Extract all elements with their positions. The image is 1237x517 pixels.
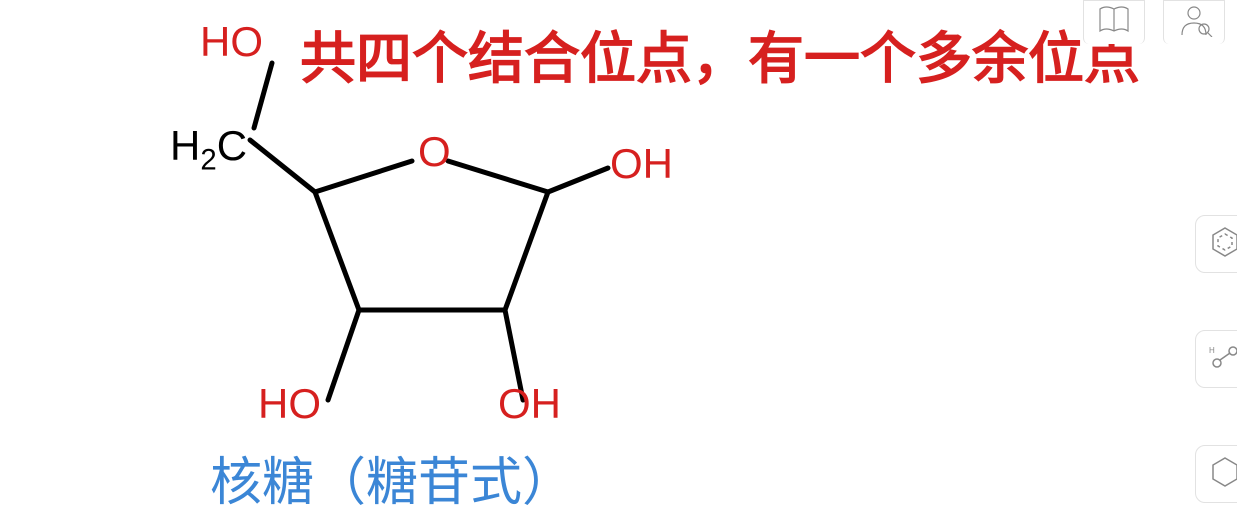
hexagon-tool-button[interactable] xyxy=(1195,445,1237,503)
atom-label-H2C: H2C xyxy=(170,122,247,177)
atom-label-HO_bl: HO xyxy=(258,380,321,428)
benzene-partial-tool-button[interactable] xyxy=(1195,215,1237,273)
book-tool-button[interactable] xyxy=(1083,0,1145,44)
benzene-partial-icon xyxy=(1207,224,1237,265)
molecule-icon: H xyxy=(1207,339,1237,380)
binding-site-annotation: 共四个结合位点，有一个多余位点 xyxy=(300,14,1140,95)
diagram-canvas: O H2C HO OH OH HO 共四个结合位点，有一个多余位点 核糖（糖苷式） xyxy=(0,0,1237,517)
hexagon-icon xyxy=(1207,454,1237,495)
book-icon xyxy=(1094,3,1134,42)
person-icon xyxy=(1174,3,1214,42)
person-tool-button[interactable] xyxy=(1163,0,1225,44)
molecule-caption: 核糖（糖苷式） xyxy=(210,440,574,515)
atom-label-HO_top: HO xyxy=(200,18,263,66)
atom-label-OH_right: OH xyxy=(610,140,673,188)
molecule-tool-button[interactable]: H xyxy=(1195,330,1237,388)
atom-label-O_ring: O xyxy=(418,128,451,176)
atom-label-OH_br: OH xyxy=(498,380,561,428)
svg-text:H: H xyxy=(1209,346,1215,355)
top-toolbar xyxy=(1083,0,1225,44)
